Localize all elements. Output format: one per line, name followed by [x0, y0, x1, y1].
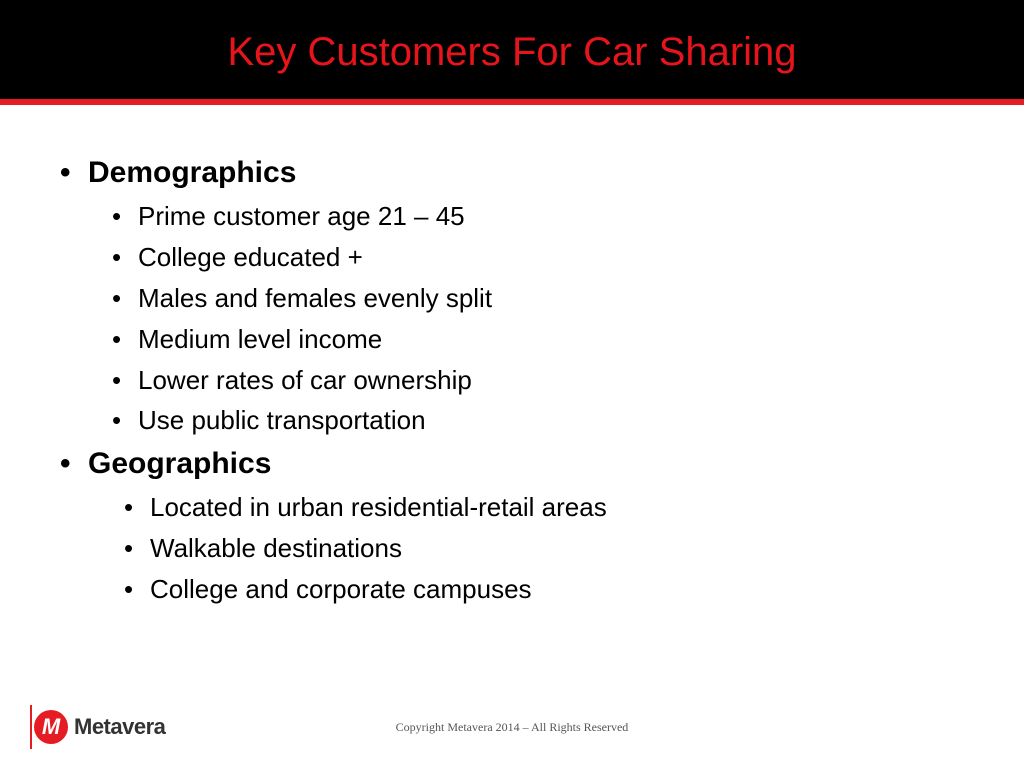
bullet: • — [124, 574, 134, 604]
list-item: • Males and females evenly split — [112, 282, 492, 314]
list-item-text: Walkable destinations — [150, 533, 402, 563]
bullet: • — [124, 492, 134, 522]
list-item: • Located in urban residential-retail are… — [124, 491, 607, 523]
bullet: • — [112, 365, 122, 395]
metavera-logo: M Metavera — [28, 705, 166, 749]
list-item-text: Use public transportation — [138, 405, 426, 435]
list-item: • Prime customer age 21 – 45 — [112, 200, 465, 232]
list-item: • Use public transportation — [112, 404, 426, 436]
bullet: • — [124, 533, 134, 563]
list-item-text: Lower rates of car ownership — [138, 365, 472, 395]
logo-divider — [30, 705, 32, 749]
list-item: • Lower rates of car ownership — [112, 364, 472, 396]
section-heading-geographics: • Geographics — [60, 446, 271, 482]
slide-title: Key Customers For Car Sharing — [227, 30, 797, 74]
bullet: • — [112, 283, 122, 313]
list-item: • College and corporate campuses — [124, 573, 532, 605]
copyright-text: Copyright Metavera 2014 – All Rights Res… — [395, 720, 629, 734]
logo-mark-icon: M — [34, 710, 68, 744]
slide-header: Key Customers For Car Sharing — [0, 0, 1024, 105]
list-item: • College educated + — [112, 241, 363, 273]
bullet: • — [60, 156, 71, 189]
list-item-text: College educated + — [138, 242, 363, 272]
list-item-text: Medium level income — [138, 324, 383, 354]
list-item-text: Located in urban residential-retail area… — [150, 492, 607, 522]
logo-text: Metavera — [74, 714, 166, 739]
bullet: • — [112, 405, 122, 435]
list-item-text: Prime customer age 21 – 45 — [138, 201, 465, 231]
bullet: • — [112, 242, 122, 272]
section-heading-label: Demographics — [88, 156, 297, 189]
section-heading-label: Geographics — [88, 447, 272, 480]
bullet: • — [112, 324, 122, 354]
list-item-text: Males and females evenly split — [138, 283, 493, 313]
section-heading-demographics: • Demographics — [60, 155, 296, 191]
bullet: • — [60, 447, 71, 480]
bullet: • — [112, 201, 122, 231]
list-item: • Medium level income — [112, 323, 382, 355]
list-item: • Walkable destinations — [124, 532, 402, 564]
list-item-text: College and corporate campuses — [150, 574, 532, 604]
